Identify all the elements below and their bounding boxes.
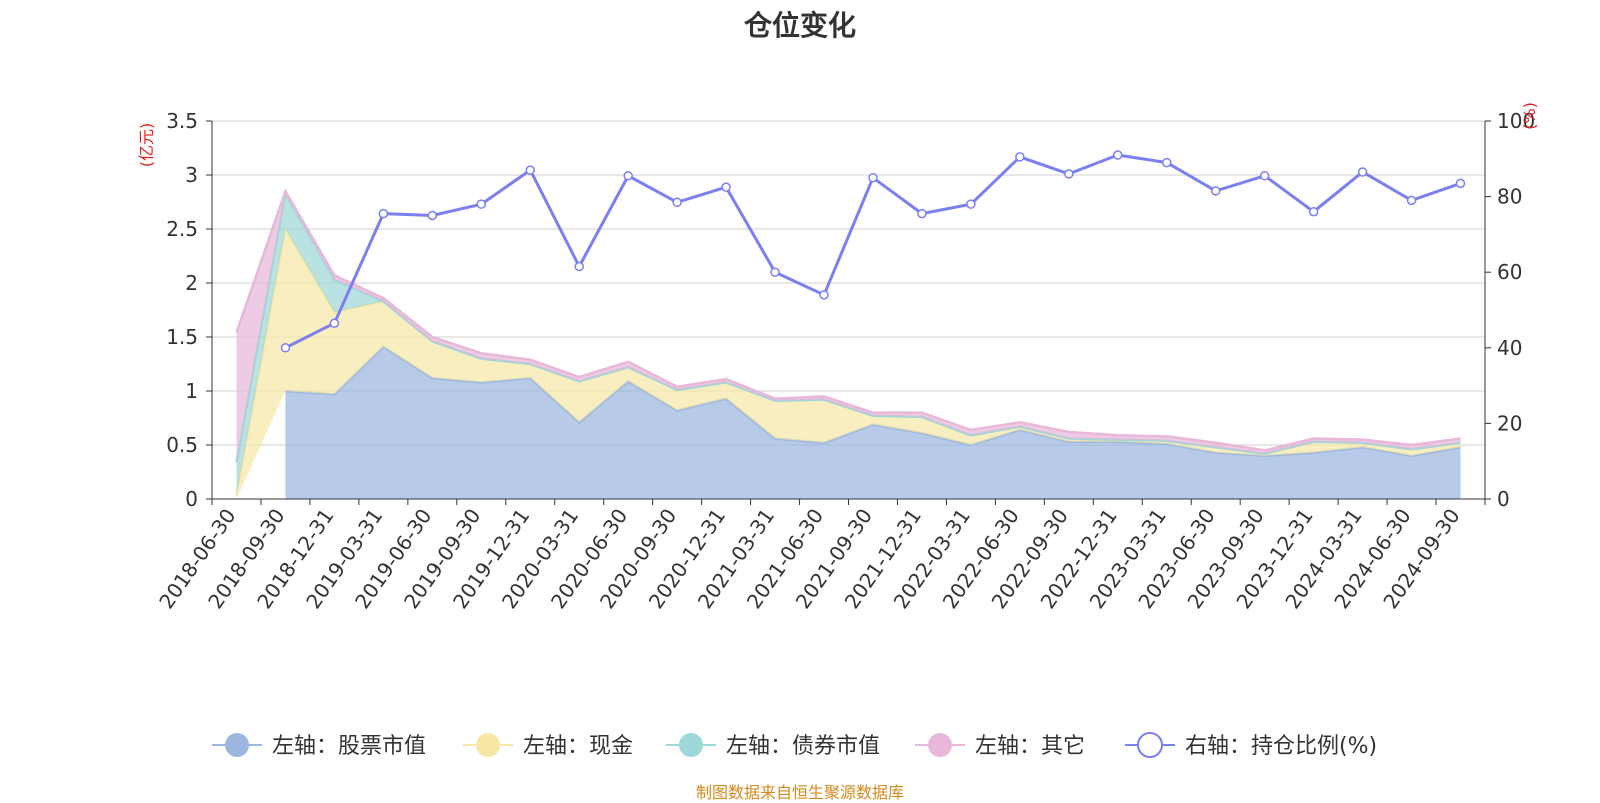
ratio-point [1210,186,1221,196]
legend-label: 左轴：现金 [523,734,633,759]
legend-marker-icon [1137,732,1163,758]
left-axis-tick-label: 1.5 [166,325,198,349]
right-axis-tick-label: 20 [1497,411,1522,435]
stacked-areas [235,188,1461,499]
ratio-point [819,290,829,300]
ratio-point [1259,171,1270,181]
ratio-point [1357,167,1368,177]
legend: 左轴：股票市值 左轴：现金 左轴：债券市值 左轴：其它 右轴：持仓比例(%) [212,732,1377,759]
ratio-point [574,261,584,272]
legend-label: 左轴：其它 [975,734,1085,759]
ratio-point [525,165,535,175]
ratio-point [770,267,780,277]
right-axis-tick-label: 0 [1497,487,1510,511]
legend-marker-icon [679,733,703,757]
ratio-point [1015,152,1025,162]
ratio-point [476,199,487,209]
right-axis-tick-label: 40 [1497,336,1522,360]
ratio-point [1455,178,1466,189]
right-axis-unit-label: (%) [1520,102,1539,130]
ratio-line-path [284,153,1461,350]
ratio-point [966,199,976,209]
right-axis-tick-label: 80 [1497,185,1522,209]
right-axis-tick-label: 60 [1497,260,1522,284]
left-axis-tick-label: 0.5 [166,433,198,457]
legend-label: 左轴：债券市值 [726,734,880,759]
left-axis-tick-label: 1 [185,379,198,403]
ratio-point [623,171,633,181]
ratio-point [378,208,389,219]
legend-label: 左轴：股票市值 [272,734,426,759]
ratio-point [1308,206,1319,217]
left-axis-tick-label: 2.5 [166,217,198,241]
ratio-point [917,208,927,219]
ratio-point [1064,169,1074,179]
ratio-point [329,318,340,328]
legend-marker-icon [225,733,249,757]
legend-label: 右轴：持仓比例(%) [1185,734,1377,759]
left-axis-unit-label: (亿元) [137,123,156,168]
right-axis-tick-label: 100 [1497,109,1535,133]
area-edge-左轴：其它 [235,188,1461,452]
legend-marker-icon [476,733,500,757]
area-左轴：股票市值 [285,346,1461,499]
left-axis-tick-label: 3.5 [166,109,198,133]
ratio-point [868,172,878,183]
chart-title: 仓位变化 [743,9,856,42]
ratio-point [672,197,682,208]
ratio-point [1406,195,1417,206]
ratio-point [1113,150,1123,160]
source-note: 制图数据来自恒生聚源数据库 [695,783,904,802]
area-左轴：现金 [236,229,1461,499]
ratio-point [427,210,438,221]
left-axis-tick-label: 3 [185,163,198,187]
legend-marker-icon [928,733,952,757]
ratio-line [280,150,1466,353]
ratio-point [1162,157,1172,168]
ratio-point [721,182,731,192]
left-axis-tick-label: 0 [185,487,198,511]
ratio-point [280,343,291,353]
left-axis-tick-label: 2 [185,271,198,295]
